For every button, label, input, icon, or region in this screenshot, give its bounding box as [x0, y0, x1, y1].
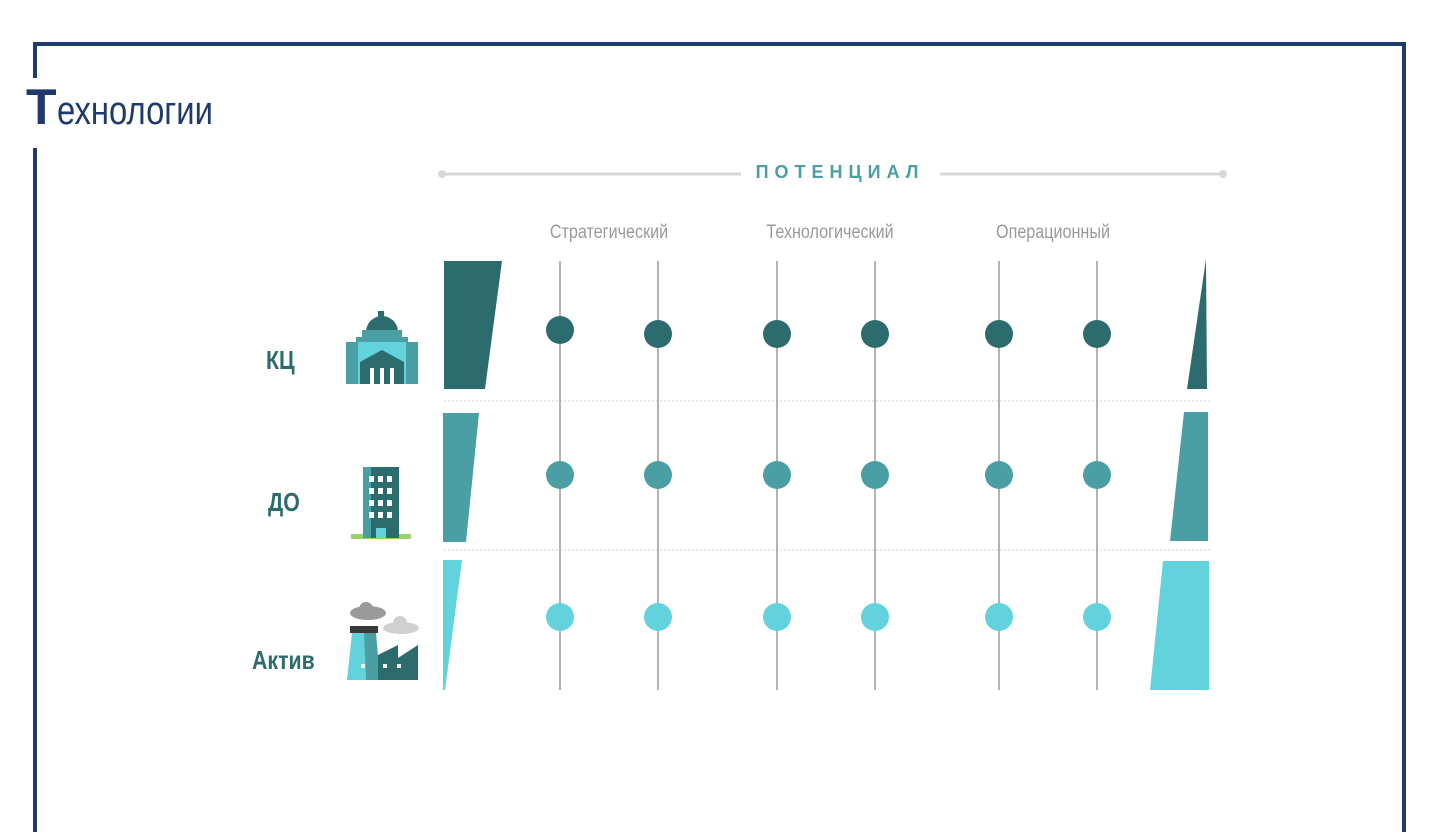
- row-label-do: ДО: [268, 487, 300, 517]
- row-nodes-do: [546, 461, 1111, 489]
- office-tower-icon: [351, 467, 411, 539]
- column-label-operational: Операционный: [996, 222, 1110, 243]
- node: [1083, 603, 1111, 631]
- node: [546, 603, 574, 631]
- node: [1083, 461, 1111, 489]
- left-level-bar-do: [443, 413, 479, 542]
- node: [763, 603, 791, 631]
- slide-frame: [33, 42, 1406, 832]
- column-label-technological: Технологический: [766, 222, 894, 243]
- column-label-strategic: Стратегический: [549, 222, 669, 243]
- left-level-bar-aktiv: [443, 560, 462, 690]
- node: [861, 603, 889, 631]
- node: [644, 320, 672, 348]
- title-rest: ехнологии: [56, 89, 213, 133]
- potential-diagram: [346, 170, 1227, 690]
- node: [861, 320, 889, 348]
- right-level-bar-kc: [1187, 259, 1207, 389]
- node: [763, 461, 791, 489]
- row-nodes-kc: [546, 316, 1111, 348]
- row-label-kc: КЦ: [266, 345, 295, 375]
- node: [546, 316, 574, 344]
- factory-icon: [347, 602, 419, 680]
- node: [985, 461, 1013, 489]
- node: [1083, 320, 1111, 348]
- title-initial: Т: [26, 79, 57, 135]
- row-nodes-aktiv: [546, 603, 1111, 631]
- potential-heading: ПОТЕНЦИАЛ: [755, 162, 925, 182]
- right-level-bar-aktiv: [1150, 561, 1209, 690]
- row-label-aktiv: Актив: [252, 645, 315, 675]
- node: [985, 320, 1013, 348]
- right-level-bar-do: [1170, 412, 1208, 541]
- frame-gap: [28, 78, 42, 148]
- node: [546, 461, 574, 489]
- government-building-icon: [346, 311, 418, 384]
- node: [644, 461, 672, 489]
- potential-header-rule: [438, 170, 1227, 178]
- column-lines: [559, 261, 1098, 690]
- node: [644, 603, 672, 631]
- page-title: Технологии: [26, 82, 247, 132]
- left-level-bar-kc: [444, 261, 502, 389]
- node: [985, 603, 1013, 631]
- node: [861, 461, 889, 489]
- node: [763, 320, 791, 348]
